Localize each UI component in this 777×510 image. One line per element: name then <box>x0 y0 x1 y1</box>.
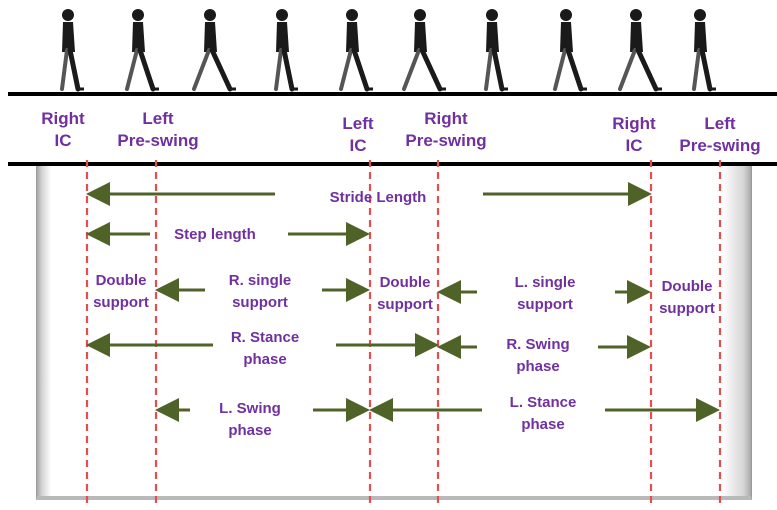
walking-figure-5 <box>339 9 373 92</box>
walking-figure-6 <box>402 9 446 92</box>
event-left-ic: Left IC <box>342 114 374 155</box>
walking-figure-1 <box>60 9 84 92</box>
label-r-swing-phase: R. Swing phase <box>506 336 570 375</box>
label-double-support-3: Double support <box>659 278 715 317</box>
event-right-ic-2: Right IC <box>612 114 656 155</box>
label-l-single-support: L. single support <box>514 274 576 313</box>
walking-figure-8 <box>553 9 587 92</box>
event-left-pre-swing-2: Left Pre-swing <box>679 114 761 155</box>
label-r-single-support: R. single support <box>228 272 292 311</box>
label-step-length: Step length <box>174 226 256 243</box>
label-double-support-1: Double support <box>93 272 149 311</box>
walking-figure-9 <box>618 9 662 92</box>
walking-figure-2 <box>125 9 159 92</box>
walking-figure-7 <box>484 9 508 92</box>
walking-figures-strip <box>60 9 716 92</box>
header-divider <box>8 162 777 166</box>
event-right-ic-1: Right IC <box>41 109 85 150</box>
ground-line <box>8 92 777 96</box>
walking-figure-3 <box>192 9 236 92</box>
event-left-pre-swing-1: Left Pre-swing <box>117 109 199 150</box>
walking-figure-4 <box>274 9 298 92</box>
label-r-stance-phase: R. Stance phase <box>230 329 300 368</box>
label-double-support-2: Double support <box>377 274 433 313</box>
label-l-stance-phase: L. Stance phase <box>509 394 577 433</box>
label-l-swing-phase: L. Swing phase <box>219 400 281 439</box>
event-right-pre-swing: Right Pre-swing <box>405 109 487 150</box>
walking-figure-10 <box>692 9 716 92</box>
label-stride-length: Stride Length <box>329 189 427 206</box>
